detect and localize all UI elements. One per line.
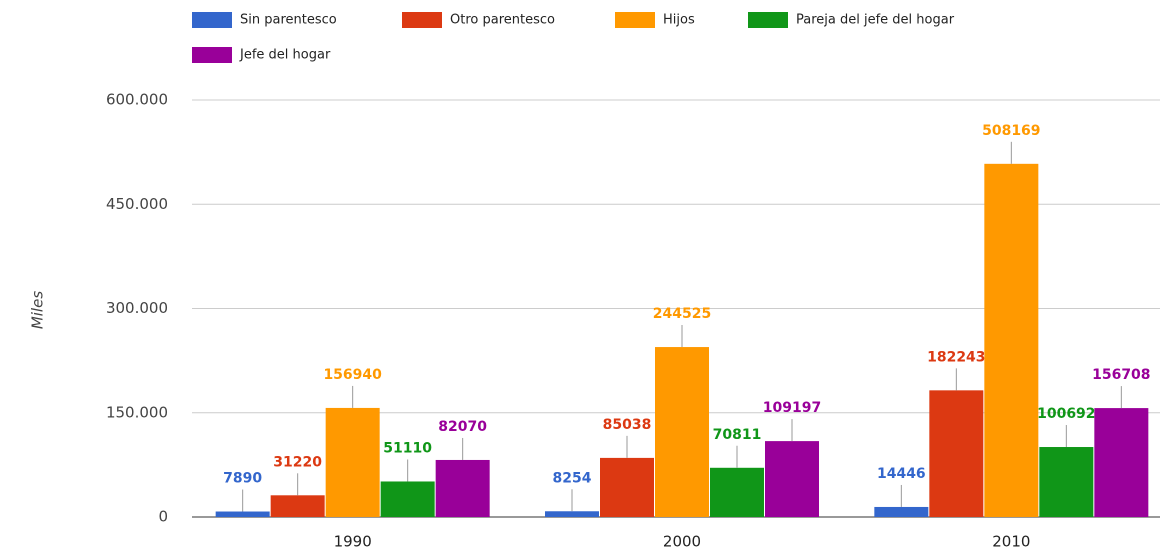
- y-tick-label: 150.000: [106, 403, 168, 421]
- data-label: 508169: [982, 123, 1040, 139]
- bar: [1094, 408, 1149, 517]
- data-label: 31220: [273, 454, 322, 470]
- legend-label: Jefe del hogar: [239, 48, 331, 63]
- legend-label: Otro parentesco: [450, 13, 555, 28]
- legend-swatch: [192, 12, 232, 28]
- data-label: 156940: [323, 367, 382, 383]
- y-tick-label: 450.000: [106, 195, 168, 213]
- y-tick-label: 0: [158, 508, 168, 526]
- y-tick-label: 300.000: [106, 299, 168, 317]
- legend-label: Pareja del jefe del hogar: [796, 13, 955, 28]
- data-label: 109197: [763, 400, 821, 416]
- y-axis-title: Miles: [29, 291, 47, 330]
- legend-swatch: [748, 12, 788, 28]
- data-label: 51110: [383, 440, 432, 456]
- data-label: 7890: [223, 471, 262, 487]
- x-tick-label: 2000: [663, 533, 701, 551]
- legend-swatch: [615, 12, 655, 28]
- data-label: 244525: [653, 306, 711, 322]
- bar: [710, 467, 764, 517]
- legend-label: Hijos: [663, 13, 695, 28]
- bar: [270, 495, 325, 517]
- legend-label: Sin parentesco: [240, 13, 337, 28]
- bar: [325, 407, 380, 517]
- data-label: 14446: [877, 466, 926, 482]
- bar: [600, 457, 654, 517]
- bar: [929, 390, 984, 517]
- bar: [984, 163, 1039, 517]
- legend-swatch: [192, 47, 232, 63]
- bar: [435, 459, 490, 517]
- data-label: 100692: [1037, 406, 1095, 422]
- data-label: 182243: [927, 349, 985, 365]
- bar: [874, 506, 929, 517]
- data-label: 8254: [553, 470, 592, 486]
- bar: [1039, 447, 1094, 517]
- data-label: 156708: [1092, 367, 1150, 383]
- data-label: 70811: [713, 427, 762, 443]
- bar: [765, 441, 819, 517]
- bar: [380, 481, 435, 517]
- x-tick-label: 1990: [334, 533, 372, 551]
- legend-swatch: [402, 12, 442, 28]
- bar: [655, 347, 709, 517]
- data-label: 82070: [438, 419, 487, 435]
- bar: [545, 511, 599, 517]
- x-tick-label: 2010: [992, 533, 1030, 551]
- bar: [215, 511, 270, 517]
- data-label: 85038: [603, 417, 652, 433]
- y-tick-label: 600.000: [106, 91, 168, 109]
